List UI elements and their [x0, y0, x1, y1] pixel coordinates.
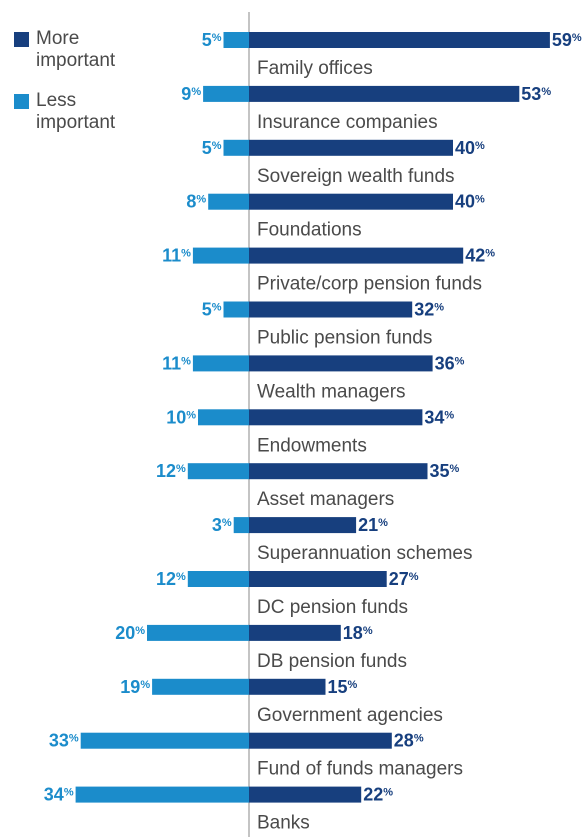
bar — [147, 624, 249, 641]
value-label: 19% — [120, 677, 150, 697]
bar — [249, 193, 453, 210]
legend-swatch — [14, 32, 29, 47]
bar — [249, 85, 520, 102]
value-label: 21% — [358, 515, 388, 535]
category-label: Asset managers — [257, 489, 394, 510]
bar — [192, 247, 249, 264]
category-label: Sovereign wealth funds — [257, 166, 455, 187]
bar — [249, 139, 453, 156]
legend-label: More important — [36, 28, 116, 71]
value-label: 15% — [328, 677, 358, 697]
value-label: 40% — [455, 192, 485, 212]
category-label: Wealth managers — [257, 381, 406, 402]
bar — [249, 678, 326, 695]
bar — [223, 32, 249, 48]
value-label: 53% — [521, 84, 551, 104]
value-label: 34% — [44, 785, 74, 805]
value-label: 8% — [186, 192, 206, 212]
value-label: 9% — [181, 84, 201, 104]
category-label: Endowments — [257, 435, 367, 456]
category-label: Insurance companies — [257, 112, 438, 133]
value-label: 34% — [424, 407, 454, 427]
legend-item: More important — [14, 28, 146, 72]
value-label: 40% — [455, 138, 485, 158]
category-label: Foundations — [257, 220, 362, 241]
category-label: Family offices — [257, 58, 373, 79]
value-label: 27% — [389, 569, 419, 589]
value-label: 3% — [212, 515, 232, 535]
bar — [75, 786, 249, 803]
bar — [249, 463, 428, 480]
bar — [249, 624, 341, 641]
bar — [203, 85, 249, 102]
value-label: 5% — [202, 300, 222, 320]
category-label: Private/corp pension funds — [257, 274, 482, 295]
value-label: 10% — [166, 407, 196, 427]
value-label: 22% — [363, 785, 393, 805]
value-label: 12% — [156, 461, 186, 481]
bar — [208, 193, 249, 210]
bar — [249, 301, 413, 318]
bar — [249, 517, 357, 534]
value-label: 12% — [156, 569, 186, 589]
bar — [249, 355, 433, 372]
value-label: 20% — [115, 623, 145, 643]
bar — [187, 463, 249, 480]
bar — [198, 409, 249, 426]
bar — [192, 355, 249, 372]
bar — [187, 571, 249, 587]
category-label: Government agencies — [257, 705, 443, 726]
bar — [152, 678, 249, 695]
bar — [249, 32, 550, 48]
bar — [249, 571, 387, 587]
legend-label: Less important — [36, 90, 116, 133]
bar — [223, 301, 249, 318]
bar — [233, 517, 249, 534]
value-label: 33% — [49, 731, 79, 751]
value-label: 5% — [202, 30, 222, 50]
value-label: 59% — [552, 30, 582, 50]
value-label: 32% — [414, 300, 444, 320]
category-label: Banks — [257, 813, 310, 834]
value-label: 42% — [465, 246, 495, 266]
legend-item: Less important — [14, 90, 146, 134]
category-label: DB pension funds — [257, 651, 407, 672]
category-label: Superannuation schemes — [257, 543, 472, 564]
value-label: 11% — [162, 246, 191, 266]
category-label: DC pension funds — [257, 597, 408, 618]
value-label: 11% — [162, 353, 191, 373]
bar — [223, 139, 249, 156]
bar — [249, 409, 423, 426]
bar — [249, 732, 392, 749]
value-label: 35% — [430, 461, 460, 481]
bar — [80, 732, 249, 749]
category-label: Fund of funds managers — [257, 759, 463, 780]
value-label: 18% — [343, 623, 373, 643]
bar — [249, 247, 464, 264]
value-label: 36% — [435, 353, 465, 373]
value-label: 28% — [394, 731, 424, 751]
bar — [249, 786, 362, 803]
category-label: Public pension funds — [257, 328, 432, 349]
legend-swatch — [14, 94, 29, 109]
value-label: 5% — [202, 138, 222, 158]
